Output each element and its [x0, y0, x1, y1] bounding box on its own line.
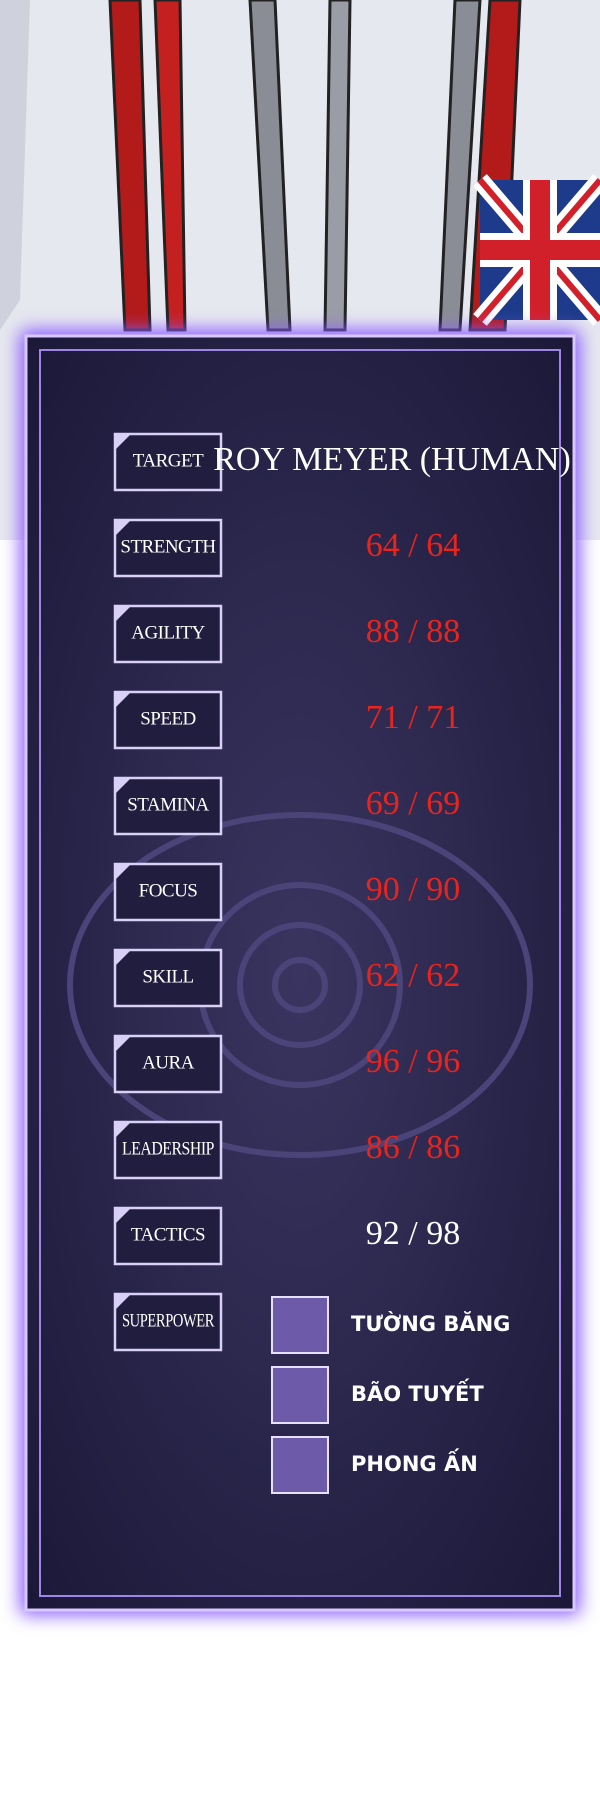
- stat-value: 88 / 88: [366, 613, 460, 650]
- label-box: [113, 690, 223, 750]
- label-corner: [115, 778, 131, 794]
- label-box: [113, 862, 223, 922]
- label-text: FOCUS: [139, 880, 198, 901]
- label-corner: [115, 864, 131, 880]
- label-corner: [115, 950, 131, 966]
- label-box: [113, 1120, 223, 1180]
- label-text: STAMINA: [127, 794, 209, 815]
- label-box: [113, 1206, 223, 1266]
- skill-icon: [271, 1436, 329, 1494]
- label-text: AGILITY: [131, 622, 205, 643]
- label-text: LEADERSHIP: [122, 1138, 214, 1159]
- label-box: [113, 432, 223, 492]
- label-text: STRENGTH: [120, 536, 216, 557]
- label-corner: [115, 1208, 131, 1224]
- stat-value: 96 / 96: [366, 1043, 460, 1080]
- label-text: TARGET: [133, 450, 204, 471]
- stat-value: 71 / 71: [366, 699, 460, 736]
- label-text: AURA: [142, 1052, 195, 1073]
- label-text: TACTICS: [131, 1224, 205, 1245]
- stat-value: 69 / 69: [366, 785, 460, 822]
- label-box: [113, 948, 223, 1008]
- skill-icon: [271, 1366, 329, 1424]
- stat-value: 62 / 62: [366, 957, 460, 994]
- skill-name: TƯỜNG BĂNG: [351, 1311, 510, 1336]
- label-box: [113, 1034, 223, 1094]
- label-corner: [115, 1036, 131, 1052]
- label-corner: [115, 606, 131, 622]
- skill-icon: [271, 1296, 329, 1354]
- label-box: [113, 604, 223, 664]
- stat-value: 64 / 64: [366, 527, 460, 564]
- stat-value: 86 / 86: [366, 1129, 460, 1166]
- label-corner: [115, 692, 131, 708]
- label-text: SUPERPOWER: [122, 1310, 215, 1331]
- stat-value: 90 / 90: [366, 871, 460, 908]
- stat-value: 92 / 98: [366, 1215, 460, 1252]
- skill-name: BÃO TUYẾT: [351, 1378, 484, 1406]
- label-corner: [115, 1122, 131, 1138]
- label-corner: [115, 434, 131, 450]
- panel-border: [39, 349, 561, 1597]
- label-box: [113, 776, 223, 836]
- target-name: ROY MEYER (HUMAN): [213, 441, 571, 478]
- label-text: SPEED: [140, 708, 196, 729]
- label-box: [113, 518, 223, 578]
- skill-name: PHONG ẤN: [351, 1448, 478, 1476]
- label-box: [113, 1292, 223, 1352]
- label-corner: [115, 1294, 131, 1310]
- label-corner: [115, 520, 131, 536]
- label-text: SKILL: [142, 966, 193, 987]
